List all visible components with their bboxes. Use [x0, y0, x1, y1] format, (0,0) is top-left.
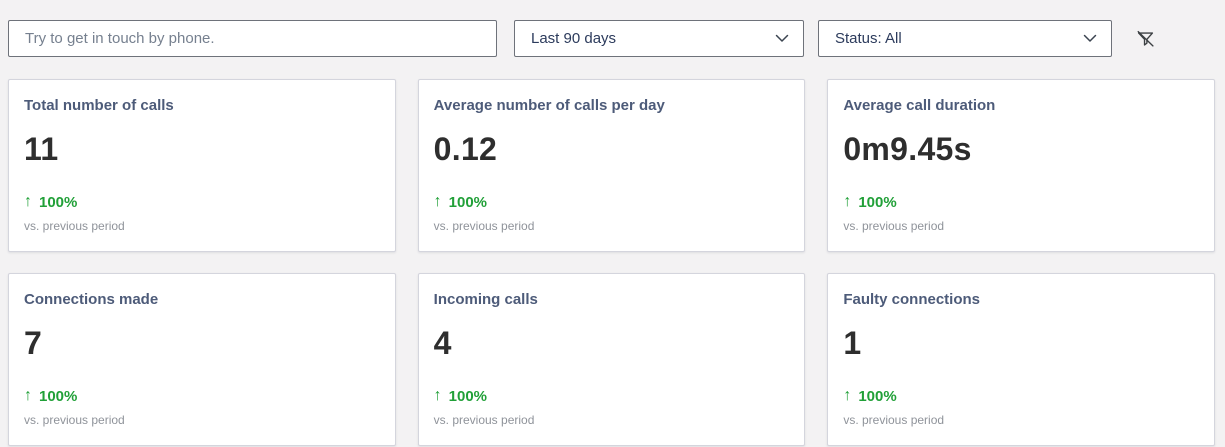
card-value: 4 [433, 325, 452, 361]
filters-toolbar: Last 90 days Status: All [0, 0, 1225, 57]
card-title: Average number of calls per day [433, 97, 665, 114]
trend-up-arrow-icon: ↑ [843, 193, 852, 210]
card-value: 7 [24, 325, 43, 361]
date-range-select[interactable]: Last 90 days [514, 20, 804, 57]
trend-percent: 100% [448, 193, 488, 211]
card-comparison-note: vs. previous period [843, 413, 945, 427]
card-value: 1 [843, 325, 862, 361]
card-title: Average call duration [843, 97, 996, 114]
status-select[interactable]: Status: All [818, 20, 1112, 57]
filter-off-icon [1137, 30, 1154, 47]
search-input[interactable] [8, 20, 497, 57]
stat-card-incoming-calls: Incoming calls 4 ↑ 100% vs. previous per… [417, 273, 806, 446]
card-comparison-note: vs. previous period [24, 413, 125, 427]
card-title: Incoming calls [433, 291, 538, 308]
trend-up-arrow-icon: ↑ [24, 387, 32, 404]
trend-up-arrow-icon: ↑ [843, 387, 852, 404]
card-trend: ↑ 100% [24, 193, 379, 211]
chevron-down-icon [1083, 34, 1097, 42]
card-value: 11 [24, 131, 59, 167]
card-trend: ↑ 100% [843, 193, 1198, 211]
card-comparison-note: vs. previous period [843, 219, 945, 233]
card-trend: ↑ 100% [434, 193, 789, 211]
stat-card-faulty-connections: Faulty connections 1 ↑ 100% vs. previous… [827, 273, 1215, 446]
card-value: 0m9.45s [843, 131, 972, 167]
card-title: Faulty connections [843, 291, 981, 308]
stat-card-avg-call-duration: Average call duration 0m9.45s ↑ 100% vs.… [827, 79, 1215, 252]
chevron-down-icon [775, 34, 789, 42]
stat-card-total-calls: Total number of calls 11 ↑ 100% vs. prev… [8, 79, 396, 252]
clear-filters-button[interactable] [1133, 26, 1159, 52]
trend-percent: 100% [858, 193, 897, 211]
stats-grid: Total number of calls 11 ↑ 100% vs. prev… [0, 57, 1225, 446]
card-title: Connections made [24, 291, 159, 308]
date-range-selected-value: Last 90 days [531, 30, 617, 47]
card-trend: ↑ 100% [434, 387, 789, 405]
stat-card-connections-made: Connections made 7 ↑ 100% vs. previous p… [8, 273, 396, 446]
trend-percent: 100% [39, 387, 78, 405]
trend-percent: 100% [448, 387, 488, 405]
status-selected-value: Status: All [835, 30, 902, 47]
card-comparison-note: vs. previous period [433, 219, 535, 233]
card-trend: ↑ 100% [843, 387, 1198, 405]
trend-up-arrow-icon: ↑ [433, 193, 442, 210]
card-value: 0.12 [433, 131, 498, 167]
card-comparison-note: vs. previous period [24, 219, 125, 233]
card-comparison-note: vs. previous period [433, 413, 535, 427]
trend-up-arrow-icon: ↑ [24, 193, 32, 210]
trend-up-arrow-icon: ↑ [433, 387, 442, 404]
trend-percent: 100% [39, 193, 78, 211]
card-title: Total number of calls [24, 97, 174, 114]
trend-percent: 100% [858, 387, 897, 405]
card-trend: ↑ 100% [24, 387, 379, 405]
stat-card-avg-calls-per-day: Average number of calls per day 0.12 ↑ 1… [417, 79, 806, 252]
